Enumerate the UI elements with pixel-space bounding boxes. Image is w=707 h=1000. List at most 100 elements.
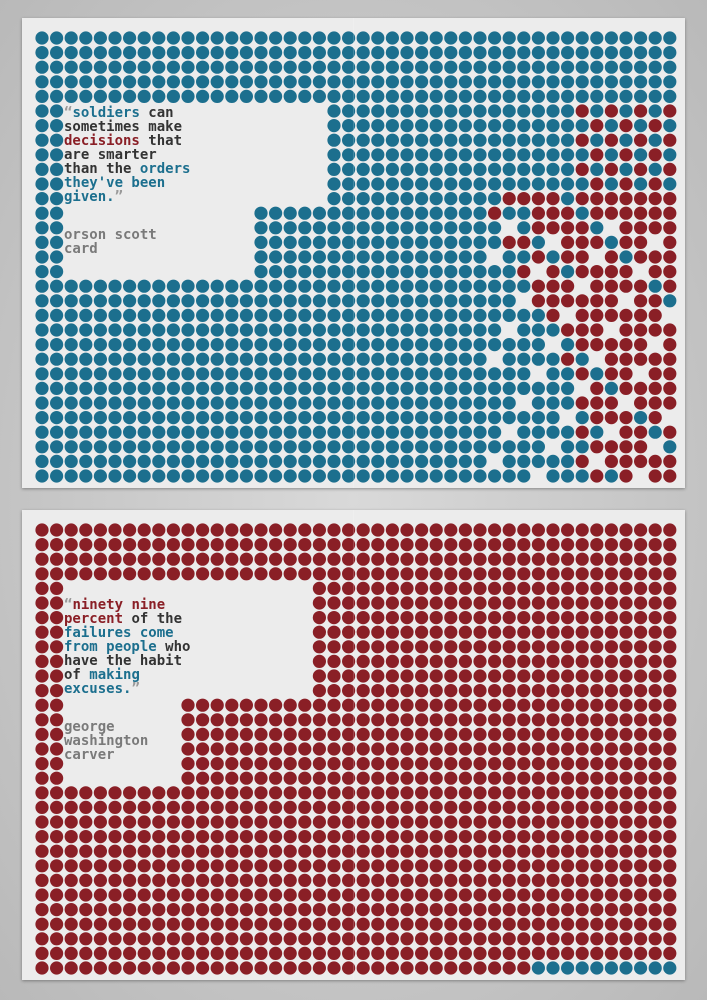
dot bbox=[444, 873, 458, 887]
dot bbox=[269, 367, 283, 381]
dot bbox=[429, 454, 443, 468]
dot bbox=[342, 538, 356, 552]
dot bbox=[269, 859, 283, 873]
dot bbox=[604, 611, 619, 625]
dot bbox=[663, 31, 677, 45]
dot bbox=[502, 611, 516, 625]
dot bbox=[35, 873, 49, 887]
dot bbox=[488, 684, 502, 698]
dot bbox=[429, 235, 443, 249]
quote-line: sometimes make bbox=[64, 120, 190, 134]
dot bbox=[634, 771, 648, 785]
dot bbox=[327, 669, 341, 683]
dot bbox=[531, 640, 545, 654]
dot bbox=[196, 844, 210, 858]
dot bbox=[312, 757, 326, 771]
dot bbox=[619, 611, 633, 625]
dot bbox=[488, 538, 502, 552]
dot bbox=[312, 581, 326, 595]
dot bbox=[517, 567, 531, 581]
dot bbox=[546, 698, 560, 712]
dot bbox=[663, 552, 677, 566]
dot bbox=[108, 859, 122, 873]
dot bbox=[648, 581, 662, 595]
dot bbox=[458, 279, 472, 293]
dot bbox=[546, 771, 560, 785]
dot bbox=[298, 888, 312, 902]
dot bbox=[123, 961, 137, 975]
dot bbox=[35, 279, 49, 293]
dot bbox=[517, 888, 531, 902]
dot bbox=[400, 640, 414, 654]
dot bbox=[385, 367, 399, 381]
dot bbox=[590, 46, 604, 60]
dot bbox=[546, 265, 560, 279]
dot bbox=[327, 932, 341, 946]
dot bbox=[196, 31, 210, 45]
dot bbox=[181, 411, 195, 425]
dot bbox=[166, 396, 180, 410]
dot bbox=[342, 177, 356, 191]
dot bbox=[561, 396, 575, 410]
dot bbox=[619, 742, 633, 756]
dot bbox=[634, 625, 648, 639]
dot bbox=[634, 946, 648, 960]
dot bbox=[400, 596, 414, 610]
dot bbox=[35, 567, 49, 581]
dot bbox=[634, 800, 648, 814]
dot bbox=[327, 250, 341, 264]
dot bbox=[429, 133, 443, 147]
dot bbox=[269, 917, 283, 931]
dot bbox=[225, 60, 239, 74]
dot bbox=[181, 425, 195, 439]
dot bbox=[619, 89, 633, 103]
dot bbox=[166, 873, 180, 887]
dot bbox=[385, 411, 399, 425]
dot bbox=[181, 46, 195, 60]
dot bbox=[590, 844, 604, 858]
dot bbox=[561, 192, 575, 206]
dot bbox=[166, 917, 180, 931]
dot bbox=[619, 669, 633, 683]
dot bbox=[458, 640, 472, 654]
quote-word: decisions bbox=[64, 133, 149, 149]
dot bbox=[371, 815, 385, 829]
dot bbox=[546, 669, 560, 683]
dot bbox=[356, 946, 370, 960]
dot bbox=[444, 192, 458, 206]
dot bbox=[196, 425, 210, 439]
dot bbox=[444, 698, 458, 712]
dot bbox=[546, 903, 560, 917]
dot bbox=[385, 60, 399, 74]
dot bbox=[444, 60, 458, 74]
dot bbox=[473, 265, 487, 279]
dot bbox=[79, 75, 93, 89]
dot bbox=[269, 396, 283, 410]
dot bbox=[619, 596, 633, 610]
dot bbox=[458, 308, 472, 322]
dot bbox=[415, 567, 429, 581]
dot bbox=[561, 440, 575, 454]
dot bbox=[312, 844, 326, 858]
dot bbox=[196, 308, 210, 322]
dot bbox=[196, 338, 210, 352]
dot bbox=[356, 771, 370, 785]
dot bbox=[604, 440, 619, 454]
dot bbox=[663, 162, 677, 176]
dot bbox=[531, 523, 545, 537]
dot bbox=[327, 698, 341, 712]
dot bbox=[604, 742, 619, 756]
dot bbox=[488, 133, 502, 147]
dot bbox=[283, 338, 297, 352]
dot bbox=[123, 89, 137, 103]
poster-top: “soldiers can sometimes make decisions tha… bbox=[22, 18, 685, 488]
dot bbox=[575, 830, 589, 844]
dot bbox=[283, 742, 297, 756]
dot bbox=[634, 786, 648, 800]
dot bbox=[93, 859, 107, 873]
dot bbox=[575, 235, 589, 249]
dot bbox=[35, 830, 49, 844]
dot bbox=[648, 727, 662, 741]
dot bbox=[356, 873, 370, 887]
dot bbox=[546, 104, 560, 118]
